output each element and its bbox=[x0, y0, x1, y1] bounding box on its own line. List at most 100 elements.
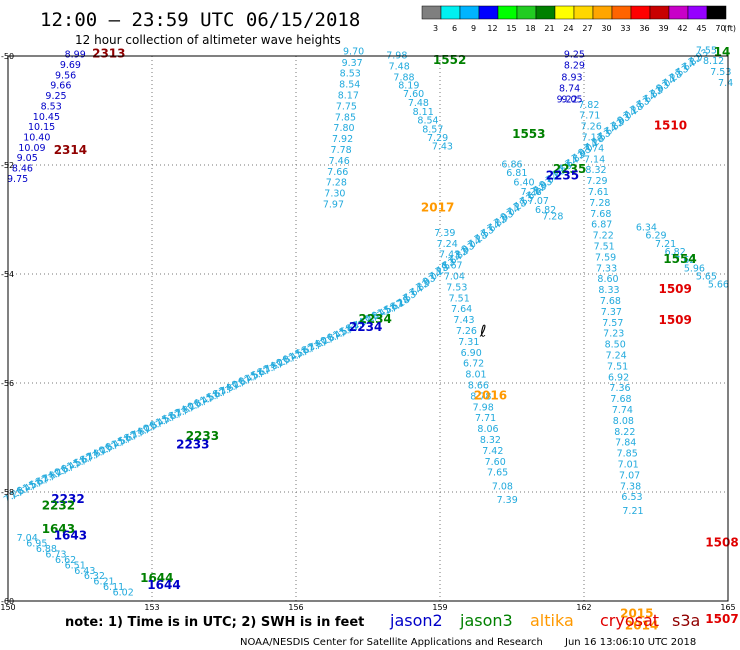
swh-value-label: 8.22 bbox=[614, 427, 635, 438]
legend-jason3: jason3 bbox=[459, 611, 513, 630]
swh-value-label: 7.29 bbox=[427, 133, 448, 144]
swh-value-label: 8.54 bbox=[417, 116, 438, 127]
swh-value-label: 6.32 bbox=[84, 571, 105, 582]
pass-time-label: 1508 bbox=[705, 536, 738, 550]
colorbar-swatch bbox=[440, 5, 461, 20]
y-tick-label: -50 bbox=[1, 52, 14, 61]
colorbar-tick-label: 12 bbox=[487, 24, 497, 33]
swh-value-label: 7.68 bbox=[590, 209, 611, 220]
swh-value-label: 8.53 bbox=[340, 69, 361, 80]
swh-value-label: 7.04 bbox=[444, 271, 465, 282]
pass-time-label: 1552 bbox=[433, 53, 466, 67]
swh-value-label: 6.95 bbox=[26, 539, 47, 550]
swh-value-label: 7.39 bbox=[497, 495, 518, 506]
swh-value-label: 8.54 bbox=[339, 80, 360, 91]
colorbar-swatch bbox=[516, 5, 537, 20]
swh-value-label: 7.24 bbox=[606, 350, 627, 361]
swh-value-label: 7.85 bbox=[335, 112, 356, 123]
swh-value-label: 7.46 bbox=[329, 156, 350, 167]
swh-value-label: 6.29 bbox=[645, 231, 666, 242]
colorbar-tick-label: 15 bbox=[506, 24, 516, 33]
pass-time-label: 2233 bbox=[186, 429, 219, 443]
swh-value-label: 7.92 bbox=[332, 134, 353, 145]
pass-time-label: 1643 bbox=[54, 528, 87, 542]
colorbar-tick-label: 27 bbox=[582, 24, 592, 33]
swh-value-label: 7.88 bbox=[393, 73, 414, 84]
swh-value-label: 7.84 bbox=[615, 438, 636, 449]
x-tick-label: 159 bbox=[432, 603, 447, 612]
swh-value-label: 7.51 bbox=[594, 241, 615, 252]
swh-value-label: 7.36 bbox=[609, 383, 630, 394]
colorbar-tick-label: 36 bbox=[639, 24, 649, 33]
pass-time-label: 1644 bbox=[147, 578, 180, 592]
swh-value-label: 7.78 bbox=[331, 145, 352, 156]
swh-value-label: 8.33 bbox=[598, 285, 619, 296]
swh-value-label: 7.31 bbox=[458, 337, 479, 348]
swh-value-label: 6.81 bbox=[506, 168, 527, 179]
swh-value-label: 7.14 bbox=[584, 154, 605, 165]
swh-value-label: 7.08 bbox=[492, 481, 513, 492]
footer-timestamp: Jun 16 13:06:10 UTC 2018 bbox=[564, 637, 696, 648]
swh-value-label: 9.75 bbox=[7, 174, 28, 185]
colorbar-swatch bbox=[421, 5, 442, 20]
colorbar-swatch bbox=[535, 5, 556, 20]
swh-value-label: 7.74 bbox=[612, 405, 633, 416]
pass-time-label: 2234 bbox=[349, 320, 382, 334]
swh-value-label: 6.40 bbox=[513, 178, 534, 189]
x-tick-label: 162 bbox=[576, 603, 591, 612]
swh-value-label: 6.11 bbox=[103, 582, 124, 593]
colorbar-swatch bbox=[478, 5, 499, 20]
colorbar-swatch bbox=[459, 5, 480, 20]
satellite-legend: jason2 jason3 altika cryosat s3a bbox=[389, 611, 700, 630]
swh-value-label: 9.25 bbox=[45, 91, 66, 102]
swh-value-label: 7.55 bbox=[696, 45, 717, 56]
swh-value-label: 7.53 bbox=[446, 282, 467, 293]
colorbar-tick-label: 33 bbox=[620, 24, 630, 33]
swh-value-label: 8.50 bbox=[605, 340, 626, 351]
swh-value-label: 8.06 bbox=[477, 424, 498, 435]
y-tick-label: -54 bbox=[1, 270, 14, 279]
y-tick-label: -58 bbox=[1, 488, 14, 497]
swh-value-label: 7.38 bbox=[620, 481, 641, 492]
axis-ticks: 150 153 156 159 162 165 -50 -52 -54 -56 -58 -60 bbox=[0, 52, 735, 612]
pass-time-label: 1644 bbox=[140, 571, 173, 585]
colorbar-tick-label: 24 bbox=[563, 24, 573, 33]
swh-value-label: 9.25 bbox=[564, 50, 585, 61]
swh-value-label: 8.29 bbox=[564, 61, 585, 72]
swh-value-label: 7.65 bbox=[487, 468, 508, 479]
swh-value-label: 8.01 bbox=[465, 370, 486, 381]
swh-value-label: 7.43 bbox=[439, 250, 460, 261]
swh-value-label: 6.43 bbox=[74, 566, 95, 577]
swh-value-label: 7.04 bbox=[17, 533, 38, 544]
swh-value-label: 6.51 bbox=[65, 560, 86, 571]
colorbar-swatch bbox=[649, 5, 670, 20]
swh-value-label: 7.28 bbox=[326, 178, 347, 189]
pass-time-label: 2235 bbox=[546, 169, 579, 183]
swh-value-label: 6.34 bbox=[636, 222, 657, 233]
swh-value-label: 6.21 bbox=[93, 577, 114, 588]
swh-value-label: 6.72 bbox=[463, 359, 484, 370]
swh-value-label: 7.28 bbox=[521, 187, 542, 198]
swh-value-label: 8.93 bbox=[561, 73, 582, 84]
x-tick-label: 165 bbox=[720, 603, 735, 612]
swh-value-label: 7.21 bbox=[622, 506, 643, 517]
track-marker-glyph: ℓ bbox=[479, 322, 487, 341]
x-tick-label: 150 bbox=[0, 603, 15, 612]
swh-value-label: 9.69 bbox=[60, 60, 81, 71]
swh-value-label: 7.51 bbox=[607, 361, 628, 372]
swh-value-label: 7.43 bbox=[453, 315, 474, 326]
pass-time-label: 2235 bbox=[553, 162, 586, 176]
swh-value-label: 7.71 bbox=[579, 111, 600, 122]
swh-value-label: 10.40 bbox=[23, 132, 50, 143]
swh-value-label: 7.71 bbox=[475, 413, 496, 424]
pass-time-label: 2313 bbox=[92, 47, 125, 61]
swh-value-label: 7.66 bbox=[327, 167, 348, 178]
swh-value-label: 6.82 bbox=[535, 205, 556, 216]
swh-value-label: 7.24 bbox=[437, 239, 458, 250]
swh-value-label: 9.56 bbox=[55, 70, 76, 81]
swh-value-label: 7.51 bbox=[449, 293, 470, 304]
pass-time-label: 2232 bbox=[51, 492, 84, 506]
swh-value-label: 7.98 bbox=[473, 402, 494, 413]
